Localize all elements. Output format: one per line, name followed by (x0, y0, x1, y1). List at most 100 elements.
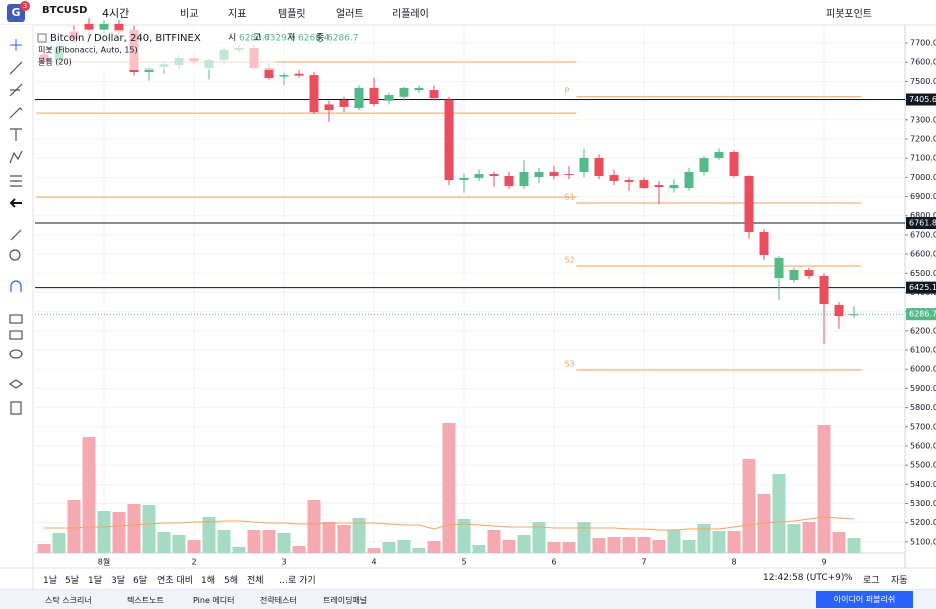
volume-bar (637, 537, 651, 553)
range-button[interactable]: 3달 (111, 576, 126, 586)
volume-bar (487, 530, 501, 553)
volume-bar (622, 537, 636, 553)
scale-option[interactable]: 로그 (863, 576, 880, 586)
footer-tab[interactable]: 텍스트노트 (127, 596, 164, 605)
volume-bar (457, 519, 471, 553)
volume-bar (652, 540, 666, 553)
pivot-button[interactable]: 피봇포인트 (826, 9, 872, 20)
candle-body (99, 23, 109, 30)
lock-draw-tool[interactable] (9, 314, 23, 324)
toolbar-button[interactable]: 비교 (180, 9, 199, 20)
ohlc-key: 고 (253, 34, 261, 44)
candle-body (309, 75, 319, 113)
volume-bar (187, 540, 201, 553)
volume-bar (562, 542, 576, 553)
footer-bar (0, 590, 936, 609)
range-button[interactable]: 5해 (224, 576, 239, 586)
range-button[interactable]: 6달 (133, 576, 148, 586)
symbol[interactable]: BTCUSD (42, 5, 88, 16)
candle-body (744, 175, 754, 233)
trash-tool[interactable] (10, 401, 22, 415)
candle-body (714, 152, 724, 158)
footer-tab[interactable]: 트레이딩패널 (323, 596, 368, 605)
visibility-tool[interactable] (9, 349, 23, 359)
y-tick-label: 5800.0 (910, 403, 936, 412)
zoom-tool[interactable] (9, 249, 21, 261)
x-tick-label: 4 (371, 558, 376, 567)
scale-option[interactable]: 자동 (891, 576, 908, 586)
publish-button[interactable]: 아이디어 퍼블리쉬 (816, 591, 913, 608)
projection-tool[interactable] (10, 175, 22, 187)
line-tool[interactable] (9, 61, 23, 75)
interval[interactable]: 4시간 (102, 7, 130, 20)
toolbar-button[interactable]: 템플릿 (278, 9, 306, 20)
volume-bar (247, 530, 261, 553)
candle-body (669, 185, 679, 189)
volume-bar (397, 540, 411, 553)
layers-tool[interactable] (8, 379, 24, 389)
y-tick-label: 5900.0 (910, 384, 936, 393)
back-tool[interactable] (9, 198, 22, 208)
price-label: 6761.8 (909, 219, 936, 228)
clock: 12:42:58 (UTC+9) (763, 573, 845, 583)
range-button[interactable]: 5날 (65, 576, 80, 586)
ohlc-key: 종 (316, 33, 324, 44)
pivot-label: S3 (565, 359, 575, 368)
candle-body (819, 275, 829, 304)
volume-bar (787, 524, 801, 553)
volume-bar (742, 459, 756, 553)
volume-bar (817, 425, 831, 553)
candle-body (84, 23, 94, 30)
range-button[interactable]: 연초 대비 (157, 576, 193, 586)
crosshair-tool[interactable] (10, 39, 22, 51)
footer-tab[interactable]: Pine 에디터 (193, 596, 235, 605)
y-tick-label: 6900.0 (910, 192, 936, 201)
y-tick-label: 7100.0 (910, 154, 936, 163)
y-tick-label: 5700.0 (910, 422, 936, 431)
left-toolbar (0, 25, 33, 590)
magnet-tool[interactable] (10, 280, 22, 292)
footer-tab[interactable]: 전략테스터 (260, 596, 297, 605)
candle-body (279, 75, 289, 77)
pattern-tool[interactable] (9, 150, 23, 164)
candle-body (414, 87, 424, 91)
candle-body (324, 104, 334, 110)
y-tick-label: 5500.0 (910, 461, 936, 470)
candle-body (804, 270, 814, 276)
range-button[interactable]: 1달 (88, 576, 103, 586)
toolbar-button[interactable]: 리플레이 (392, 9, 429, 20)
y-tick-label: 7700.0 (910, 39, 936, 48)
candle-body (624, 180, 634, 182)
candle-body (264, 67, 274, 78)
lock-tool[interactable] (9, 330, 23, 340)
x-tick-label: 2 (191, 558, 196, 567)
brush-tool[interactable] (9, 107, 23, 119)
y-tick-label: 6700.0 (910, 230, 936, 239)
toolbar-button[interactable]: 지표 (228, 9, 247, 20)
collapse-button[interactable] (37, 33, 47, 43)
scale-option[interactable]: % (844, 573, 853, 583)
range-button[interactable]: …로 가기 (279, 576, 316, 586)
volume-bar (112, 512, 126, 553)
candle-body (444, 99, 454, 181)
toolbar-button[interactable]: 얼러트 (336, 9, 364, 20)
x-tick-label: 9 (821, 558, 826, 567)
range-button[interactable]: 1해 (201, 576, 216, 586)
candle-body (504, 175, 514, 186)
candle-body (774, 257, 784, 279)
y-tick-label: 5400.0 (910, 480, 936, 489)
range-button[interactable]: 1날 (43, 576, 58, 586)
text-tool[interactable] (10, 128, 22, 141)
y-tick-label: 6500.0 (910, 269, 936, 278)
volume-bar (847, 538, 861, 553)
measure-tool[interactable] (10, 229, 22, 241)
logo[interactable] (7, 4, 25, 22)
candle-body (609, 175, 619, 181)
range-button[interactable]: 전체 (247, 576, 264, 586)
fib-tool[interactable] (9, 83, 23, 97)
price-label: 6425.1 (909, 283, 936, 292)
volume-bar (712, 531, 726, 553)
footer-tab[interactable]: 스탁 스크리너 (45, 596, 92, 605)
candle-body (489, 174, 499, 176)
volume-bar (517, 535, 531, 553)
